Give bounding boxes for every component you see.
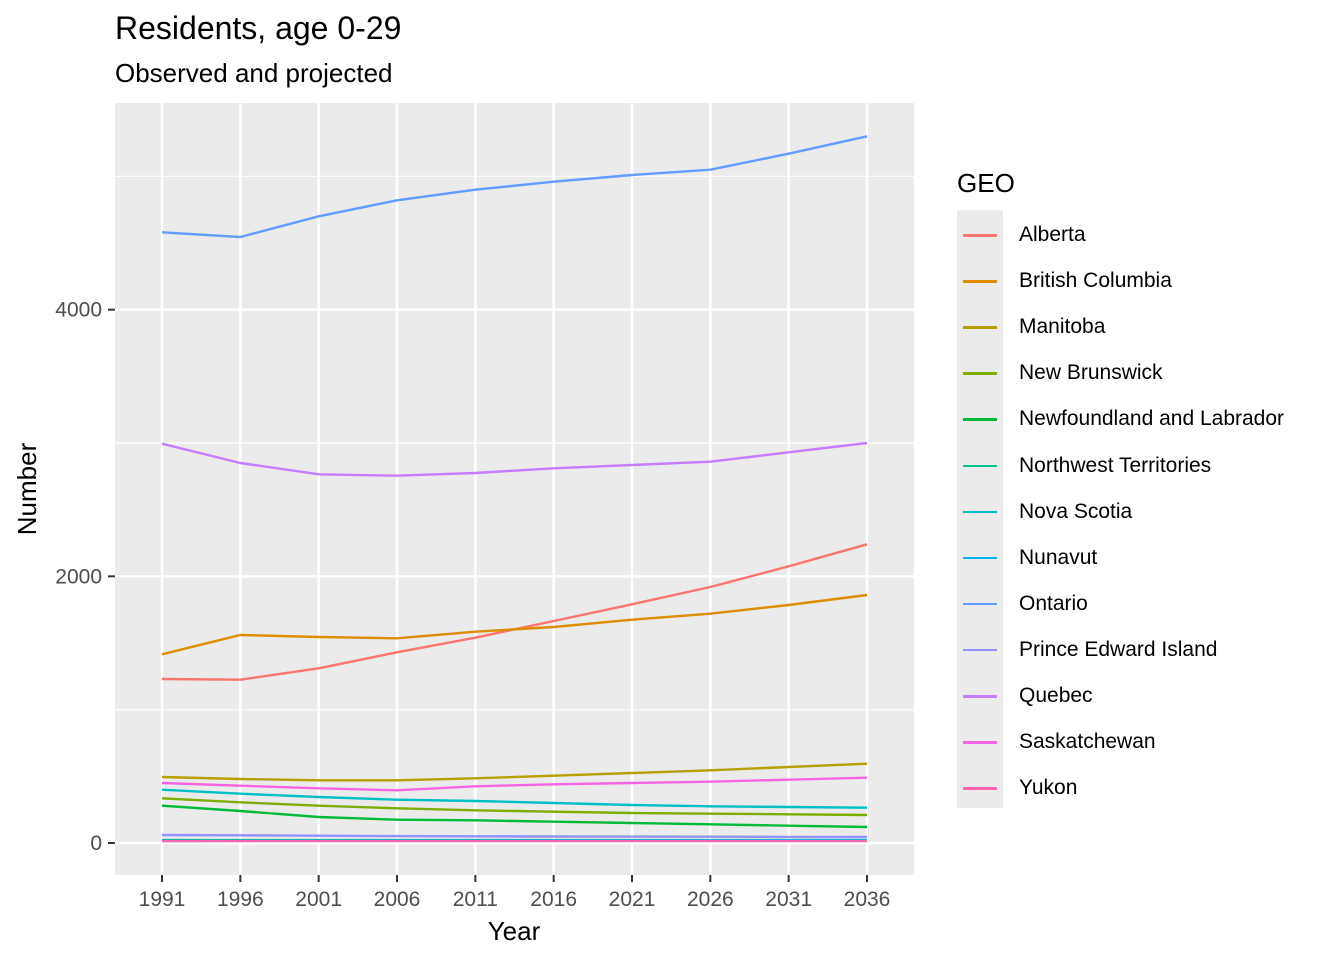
legend-label: Nunavut [1019, 545, 1098, 569]
legend-key-line [963, 556, 997, 560]
legend-label: Manitoba [1019, 315, 1106, 339]
x-tick-label: 2011 [453, 888, 498, 911]
legend-item-saskatchewan: Saskatchewan [957, 719, 1337, 765]
x-tick-label: 2036 [844, 888, 891, 911]
legend-label: Newfoundland and Labrador [1019, 407, 1285, 431]
legend-label: British Columbia [1019, 269, 1172, 293]
legend-item-manitoba: Manitoba [957, 304, 1337, 350]
y-tick-label: 2000 [55, 565, 102, 588]
x-tick-label: 1996 [217, 888, 264, 911]
series-lines [161, 135, 868, 843]
axes: 0 2000 4000 1991 1996 2001 2006 2011 2016 2021 202… [55, 299, 890, 911]
legend-label: Saskatchewan [1019, 730, 1156, 754]
series-line-newfoundland-and-labrador [161, 804, 868, 829]
series-line-nova-scotia [161, 788, 868, 809]
legend-item-new-brunswick: New Brunswick [957, 350, 1337, 396]
legend-label: Prince Edward Island [1019, 637, 1218, 661]
series-line-manitoba [161, 762, 868, 782]
legend-label: Yukon [1019, 776, 1078, 800]
x-tick-label: 2026 [687, 888, 734, 911]
legend-item-british-columbia: British Columbia [957, 258, 1337, 304]
y-axis-title: Number [12, 442, 42, 535]
legend-label: New Brunswick [1019, 361, 1163, 385]
legend-label: Northwest Territories [1019, 453, 1212, 477]
legend-key-line [963, 418, 997, 421]
legend-label: Quebec [1019, 684, 1093, 707]
legend-key-line [963, 280, 997, 283]
plot-panel [115, 103, 914, 875]
legend-key-line [963, 787, 997, 790]
legend-item-northwest-territories: Northwest Territories [957, 443, 1337, 489]
legend-item-yukon: Yukon [957, 765, 1337, 811]
legend-key-line [963, 464, 997, 467]
legend-key-line [963, 234, 997, 237]
x-tick-label: 2006 [374, 888, 421, 911]
legend-key-line [963, 695, 997, 698]
legend-item-quebec: Quebec [957, 673, 1337, 719]
series-line-quebec [161, 441, 868, 477]
legend-key-line [963, 741, 997, 744]
x-tick-label: 1991 [139, 888, 186, 911]
legend-key-panel [957, 210, 1003, 808]
legend-item-alberta: Alberta [957, 212, 1337, 258]
major-gridlines [115, 103, 914, 875]
x-axis-title: Year [488, 916, 541, 946]
series-line-prince-edward-island [161, 833, 868, 839]
legend-label: Nova Scotia [1019, 499, 1133, 523]
y-tick-label: 4000 [55, 299, 102, 322]
series-line-british-columbia [161, 593, 868, 656]
minor-gridlines [115, 175, 914, 711]
series-line-new-brunswick [161, 797, 868, 817]
legend-label: Ontario [1019, 591, 1088, 615]
legend-item-newfoundland-and-labrador: Newfoundland and Labrador [957, 396, 1337, 442]
legend-item-prince-edward-island: Prince Edward Island [957, 627, 1337, 673]
chart-title: Residents, age 0-29 [115, 10, 402, 46]
legend-key-line [963, 648, 997, 652]
legend-label: Alberta [1019, 223, 1086, 246]
chart-subtitle: Observed and projected [115, 58, 393, 88]
series-line-saskatchewan [161, 776, 868, 792]
legend-key-line [963, 372, 997, 375]
x-tick-label: 2021 [609, 888, 656, 911]
legend-item-nova-scotia: Nova Scotia [957, 489, 1337, 535]
x-tick-label: 2031 [765, 888, 812, 911]
legend-key-line [963, 326, 997, 329]
legend-key-line [963, 510, 997, 514]
legend-key-line [963, 602, 997, 606]
y-tick-label: 0 [90, 832, 102, 855]
legend-title: GEO [957, 168, 1015, 198]
x-tick-label: 2001 [295, 888, 342, 911]
series-line-ontario [161, 135, 868, 239]
legend-item-ontario: Ontario [957, 581, 1337, 627]
legend-item-nunavut: Nunavut [957, 535, 1337, 581]
x-tick-label: 2016 [530, 888, 577, 911]
